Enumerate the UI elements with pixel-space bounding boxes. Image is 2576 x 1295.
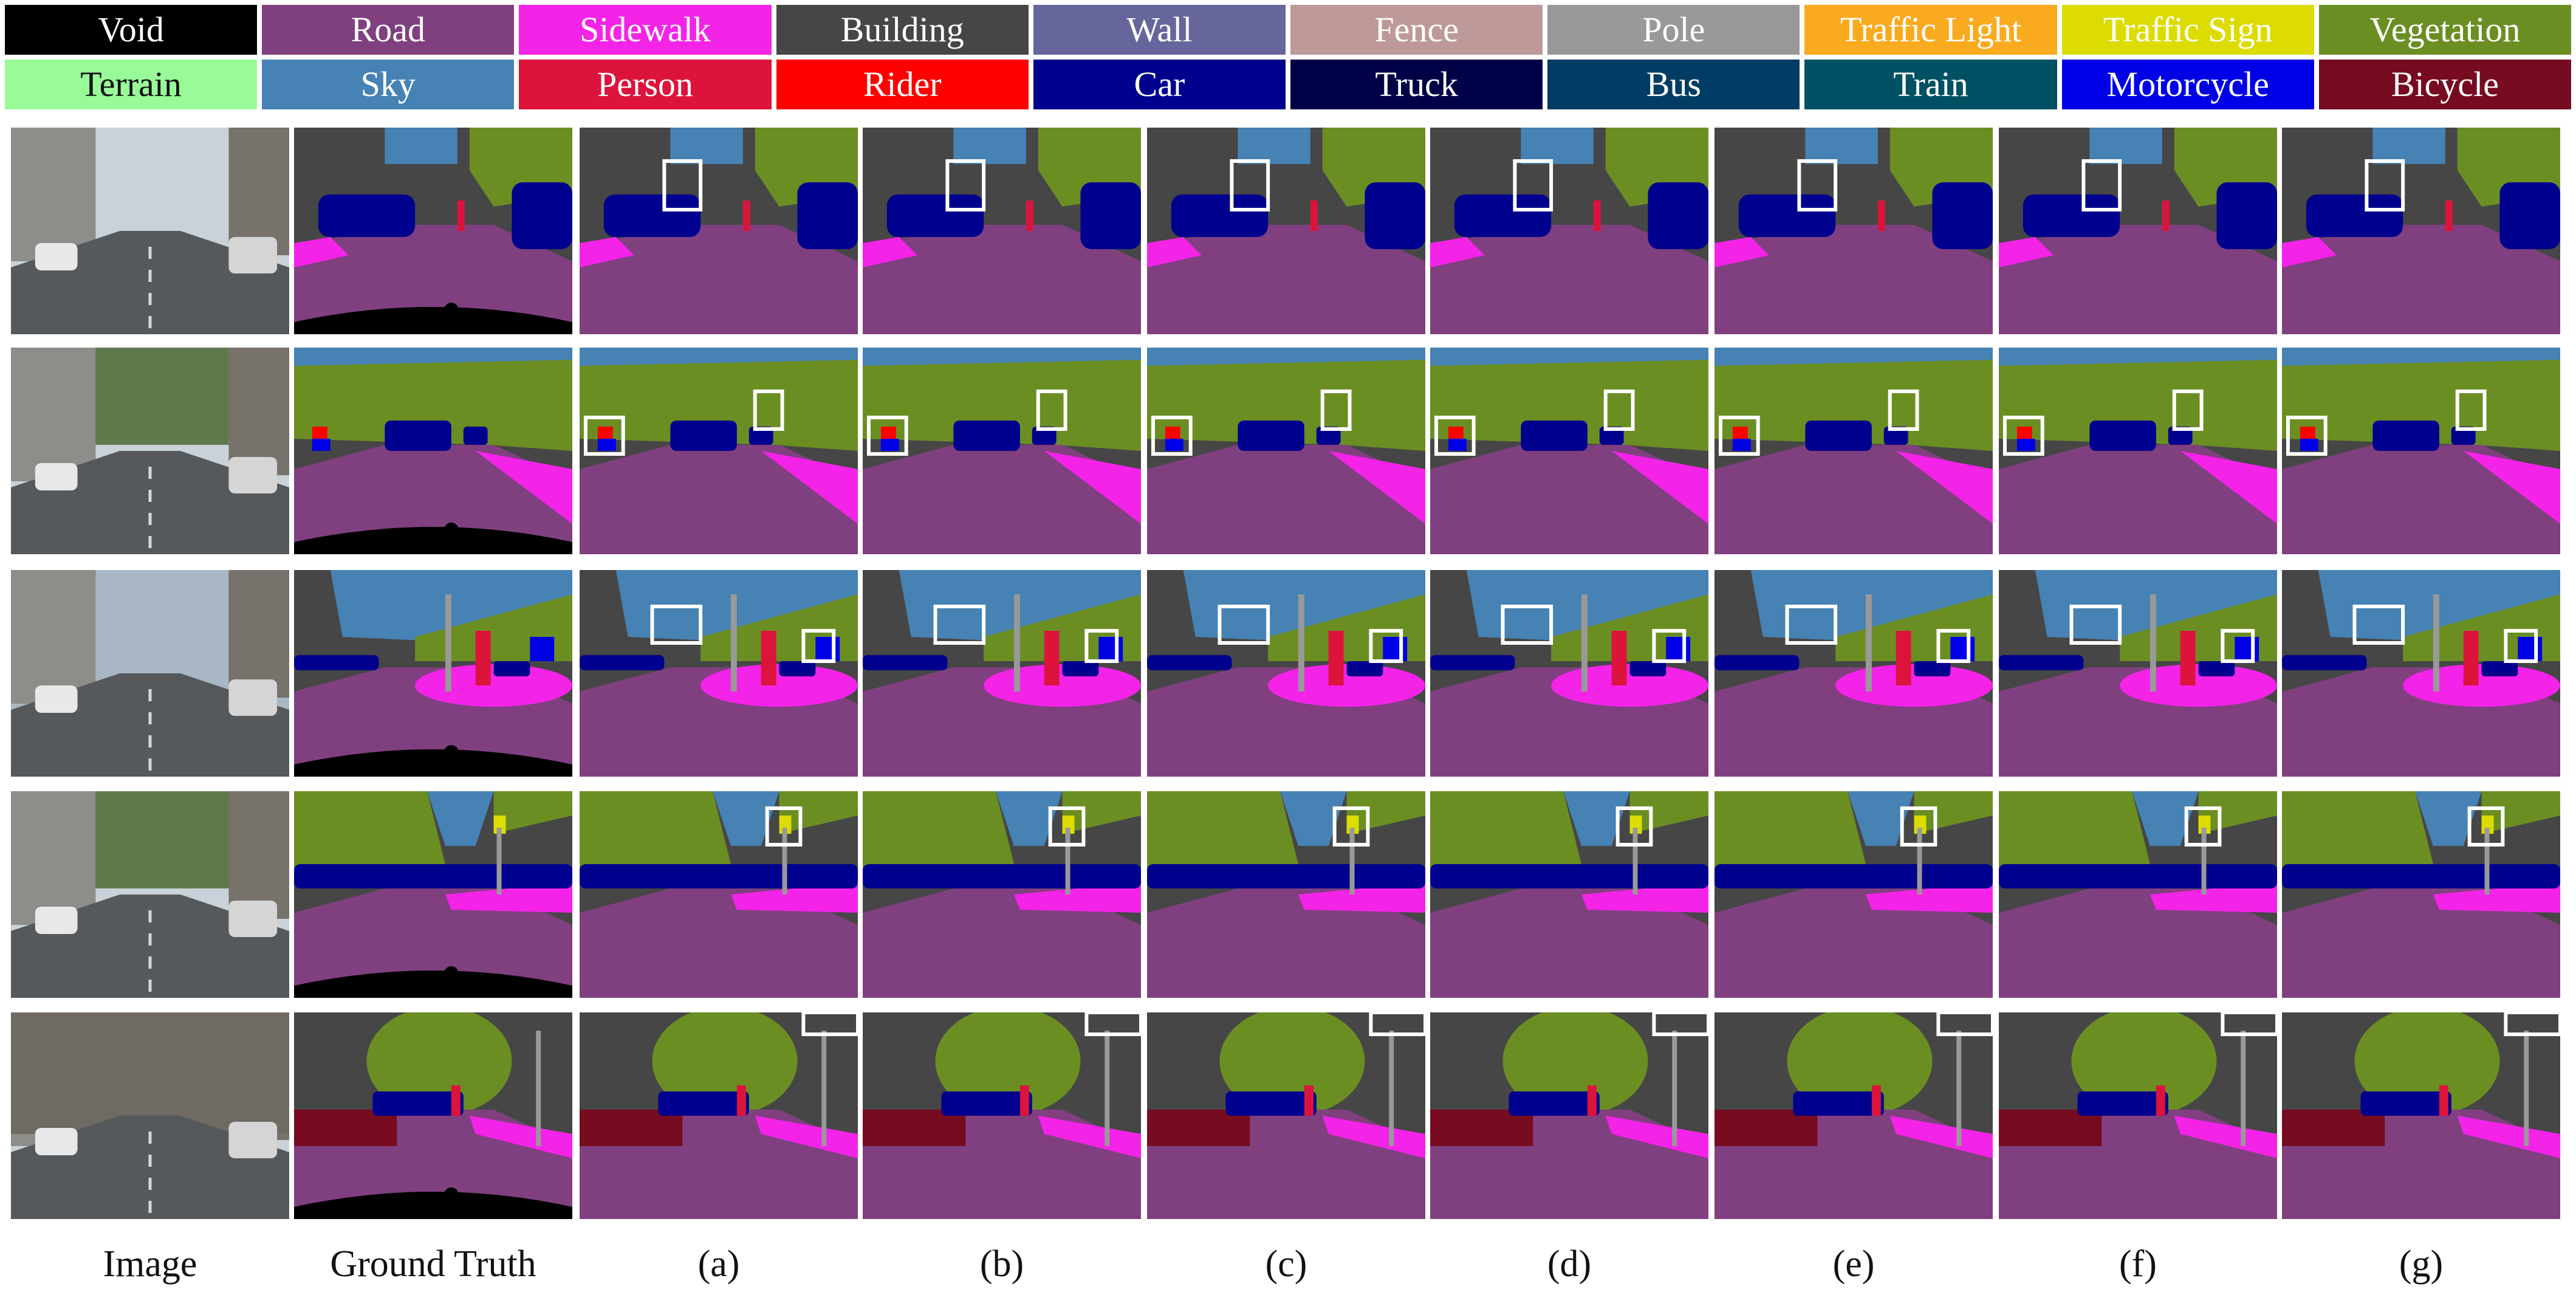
legend-chip-bicycle: Bicycle bbox=[2318, 60, 2571, 109]
panel-image-scene-2-road-with-cars-and-trees bbox=[11, 348, 289, 554]
panel-a-scene-1-street-parked-cars bbox=[580, 128, 858, 334]
panel-a-scene-4-street-traffic-sign bbox=[580, 791, 858, 998]
panel-e-scene-5-street-bicycles bbox=[1714, 1012, 1993, 1219]
legend-chip-road: Road bbox=[262, 5, 515, 55]
caption-d: (d) bbox=[1547, 1243, 1592, 1285]
panel-g-scene-2-road-with-cars-and-trees bbox=[2282, 348, 2560, 554]
panel-c-scene-5-street-bicycles bbox=[1147, 1012, 1425, 1219]
panel-g-scene-4-street-traffic-sign bbox=[2282, 791, 2560, 998]
caption-e: (e) bbox=[1832, 1243, 1875, 1285]
panel-b-scene-4-street-traffic-sign bbox=[863, 791, 1141, 998]
panel-a-scene-3-intersection-pedestrians bbox=[580, 570, 858, 777]
panel-d-scene-2-road-with-cars-and-trees bbox=[1430, 348, 1708, 554]
legend-chip-building: Building bbox=[776, 5, 1029, 55]
legend-chip-traffic-light: Traffic Light bbox=[1804, 5, 2057, 55]
legend-chip-wall: Wall bbox=[1033, 5, 1286, 55]
panel-d-scene-1-street-parked-cars bbox=[1430, 128, 1708, 334]
panel-b-scene-1-street-parked-cars bbox=[863, 128, 1141, 334]
panel-gt-scene-2-road-with-cars-and-trees bbox=[294, 348, 572, 554]
panel-f-scene-4-street-traffic-sign bbox=[1999, 791, 2277, 998]
legend-chip-car: Car bbox=[1033, 60, 1286, 109]
panel-e-scene-4-street-traffic-sign bbox=[1714, 791, 1993, 998]
legend-chip-vegetation: Vegetation bbox=[2318, 5, 2571, 55]
caption-gt: Ground Truth bbox=[330, 1243, 536, 1285]
legend-chip-void: Void bbox=[5, 5, 258, 55]
caption-f: (f) bbox=[2119, 1243, 2157, 1285]
class-legend: Void Road Sidewalk Building Wall Fence Pole Tra… bbox=[5, 5, 2571, 115]
caption-a: (a) bbox=[697, 1243, 740, 1285]
legend-chip-train: Train bbox=[1804, 60, 2057, 109]
panel-f-scene-1-street-parked-cars bbox=[1999, 128, 2277, 334]
panel-d-scene-5-street-bicycles bbox=[1430, 1012, 1708, 1219]
legend-chip-fence: Fence bbox=[1290, 5, 1543, 55]
legend-chip-person: Person bbox=[519, 60, 772, 109]
caption-c: (c) bbox=[1265, 1243, 1307, 1285]
legend-chip-traffic-sign: Traffic Sign bbox=[2061, 5, 2314, 55]
legend-chip-sky: Sky bbox=[262, 60, 515, 109]
caption-g: (g) bbox=[2399, 1243, 2444, 1285]
caption-image: Image bbox=[103, 1243, 197, 1285]
panel-d-scene-3-intersection-pedestrians bbox=[1430, 570, 1708, 777]
panel-image-scene-5-street-bicycles bbox=[11, 1012, 289, 1219]
panel-e-scene-3-intersection-pedestrians bbox=[1714, 570, 1993, 777]
panel-gt-scene-4-street-traffic-sign bbox=[294, 791, 572, 998]
panel-gt-scene-1-street-parked-cars bbox=[294, 128, 572, 334]
panel-c-scene-1-street-parked-cars bbox=[1147, 128, 1425, 334]
legend-chip-bus: Bus bbox=[1547, 60, 1800, 109]
legend-chip-terrain: Terrain bbox=[5, 60, 258, 109]
panel-b-scene-3-intersection-pedestrians bbox=[863, 570, 1141, 777]
legend-chip-pole: Pole bbox=[1547, 5, 1800, 55]
panel-c-scene-4-street-traffic-sign bbox=[1147, 791, 1425, 998]
panel-image-scene-4-street-traffic-sign bbox=[11, 791, 289, 998]
panel-a-scene-5-street-bicycles bbox=[580, 1012, 858, 1219]
panel-c-scene-2-road-with-cars-and-trees bbox=[1147, 348, 1425, 554]
panel-f-scene-2-road-with-cars-and-trees bbox=[1999, 348, 2277, 554]
legend-chip-motorcycle: Motorcycle bbox=[2061, 60, 2314, 109]
panel-c-scene-3-intersection-pedestrians bbox=[1147, 570, 1425, 777]
panel-d-scene-4-street-traffic-sign bbox=[1430, 791, 1708, 998]
panel-e-scene-2-road-with-cars-and-trees bbox=[1714, 348, 1993, 554]
panel-f-scene-5-street-bicycles bbox=[1999, 1012, 2277, 1219]
panel-g-scene-5-street-bicycles bbox=[2282, 1012, 2560, 1219]
panel-gt-scene-3-intersection-pedestrians bbox=[294, 570, 572, 777]
panel-b-scene-2-road-with-cars-and-trees bbox=[863, 348, 1141, 554]
panel-image-scene-1-street-parked-cars bbox=[11, 128, 289, 334]
panel-g-scene-1-street-parked-cars bbox=[2282, 128, 2560, 334]
legend-chip-rider: Rider bbox=[776, 60, 1029, 109]
legend-chip-truck: Truck bbox=[1290, 60, 1543, 109]
panel-image-scene-3-intersection-pedestrians bbox=[11, 570, 289, 777]
caption-b: (b) bbox=[979, 1243, 1024, 1285]
panel-a-scene-2-road-with-cars-and-trees bbox=[580, 348, 858, 554]
panel-g-scene-3-intersection-pedestrians bbox=[2282, 570, 2560, 777]
panel-f-scene-3-intersection-pedestrians bbox=[1999, 570, 2277, 777]
panel-b-scene-5-street-bicycles bbox=[863, 1012, 1141, 1219]
panel-e-scene-1-street-parked-cars bbox=[1714, 128, 1993, 334]
legend-chip-sidewalk: Sidewalk bbox=[519, 5, 772, 55]
panel-gt-scene-5-street-bicycles bbox=[294, 1012, 572, 1219]
